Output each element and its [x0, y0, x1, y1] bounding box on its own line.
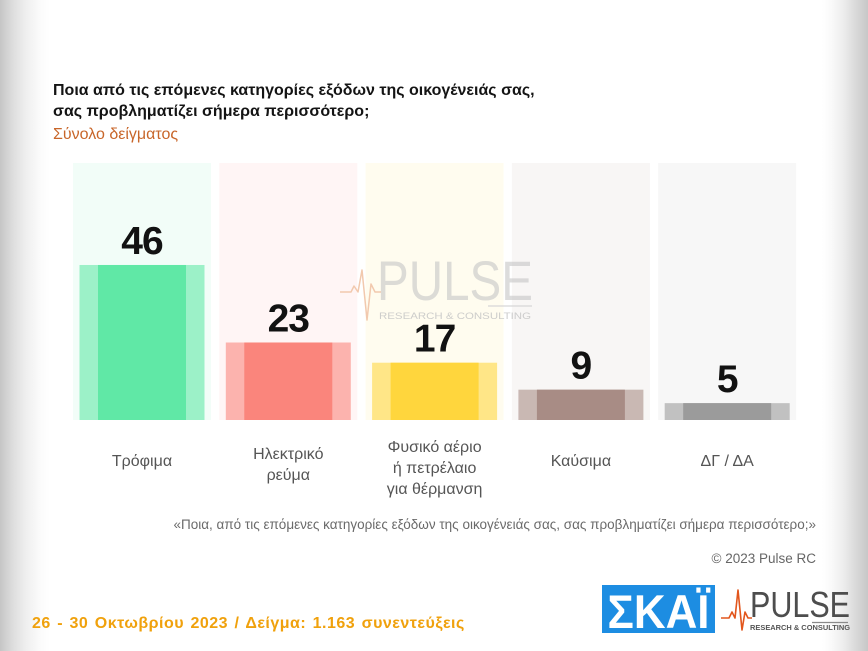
column-background	[219, 163, 358, 420]
bar-group: 9	[511, 163, 650, 420]
bar-core	[536, 389, 625, 420]
bar	[79, 264, 205, 420]
value-label: 46	[121, 220, 163, 263]
skai-logo: ΣΚΑΪ	[602, 585, 715, 633]
column-background	[73, 163, 211, 420]
bar-core	[683, 403, 772, 420]
bar-group: 23	[219, 163, 358, 420]
column-background	[658, 163, 797, 420]
chart-subtitle: Σύνολο δείγματος	[53, 126, 179, 143]
bar-group: 5	[658, 163, 797, 420]
heartbeat-icon	[721, 589, 752, 631]
skai-logo-text: ΣΚΑΪ	[608, 585, 711, 633]
column-background	[511, 163, 650, 420]
value-label: 5	[717, 358, 738, 401]
heartbeat-icon	[340, 269, 381, 321]
category-label: Τρόφιμα	[111, 452, 173, 470]
pulse-logo-tagline: RESEARCH & CONSULTING	[750, 623, 850, 632]
bar-core	[244, 342, 333, 420]
category-label: Φυσικό αέριο ή πετρέλαιο για θέρμανση	[386, 438, 483, 498]
value-label: 23	[268, 297, 310, 340]
bar	[518, 389, 644, 420]
value-label: 9	[571, 345, 592, 388]
copyright-notice: © 2023 Pulse RC	[711, 551, 817, 566]
column-background	[365, 163, 504, 420]
skai-logo-mark: ΣΚΑΪ	[608, 585, 711, 633]
category-label: ΔΓ / ΔΑ	[700, 452, 754, 470]
fieldwork-info: 26 - 30 Οκτωβρίου 2023 / Δείγμα: 1.163 σ…	[32, 615, 465, 632]
bar-group: 46	[73, 163, 211, 420]
pulse-logo-name: PULSE	[750, 584, 850, 625]
question-note: «Ποια, από τις επόμενες κατηγορίες εξόδω…	[173, 517, 816, 532]
category-label: Ηλεκτρικό ρεύμα	[253, 445, 324, 484]
bar-core	[98, 264, 186, 420]
bar-chart: 46 23 17 9 5	[73, 163, 797, 420]
chart-title: Ποια από τις επόμενες κατηγορίες εξόδων …	[53, 82, 535, 120]
bar	[225, 342, 351, 420]
watermark-tagline: RESEARCH & CONSULTING	[379, 311, 531, 322]
pulse-watermark: PULSE RESEARCH & CONSULTING	[340, 250, 533, 322]
category-label: Καύσιμα	[550, 452, 612, 470]
watermark-name: PULSE	[377, 250, 533, 312]
bar	[664, 403, 790, 420]
bar	[372, 362, 498, 420]
value-label: 17	[414, 318, 455, 361]
bar-group: 17	[365, 163, 504, 420]
bar-core	[390, 362, 479, 420]
pulse-logo: PULSE RESEARCH & CONSULTING	[721, 584, 850, 632]
